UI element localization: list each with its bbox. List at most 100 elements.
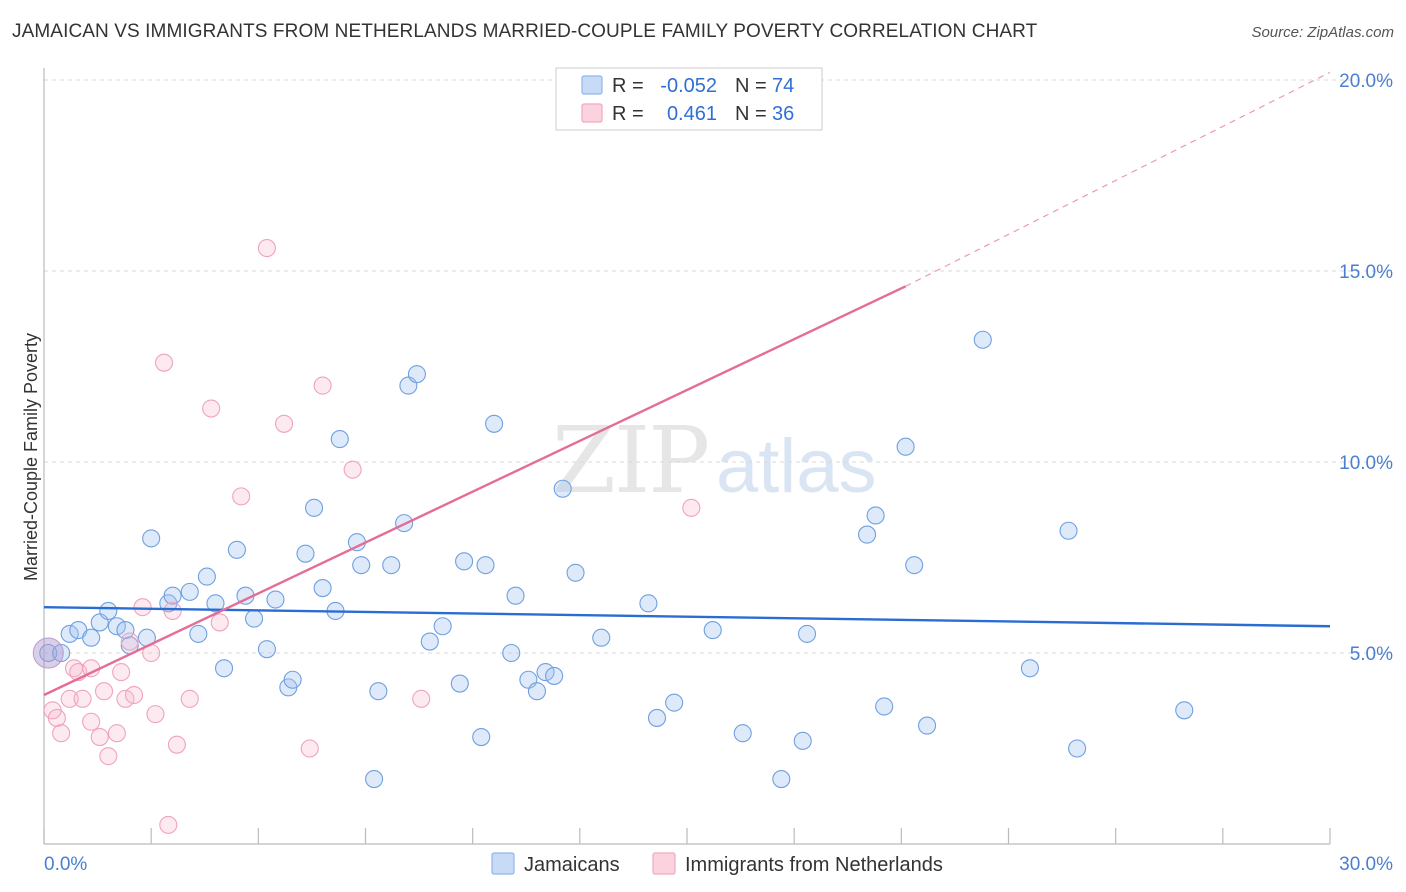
legend-swatch-jamaicans <box>581 75 603 95</box>
point-jamaicans-2 <box>60 624 79 643</box>
point-jamaicans-73 <box>1175 701 1194 720</box>
point-netherlands-10 <box>94 682 114 701</box>
point-jamaicans-41 <box>450 674 469 693</box>
point-jamaicans-57 <box>665 693 684 712</box>
point-netherlands-24 <box>180 689 199 708</box>
legend-n-label-0: N = <box>735 75 767 97</box>
point-jamaicans-14 <box>180 582 199 601</box>
point-jamaicans-49 <box>527 682 547 701</box>
source-label: Source: ZipAtlas.com <box>1251 24 1394 41</box>
chart-title: JAMAICAN VS IMMIGRANTS FROM NETHERLANDS … <box>12 21 1038 42</box>
point-netherlands-32 <box>343 460 362 479</box>
point-jamaicans-44 <box>476 556 495 575</box>
point-jamaicans-66 <box>896 437 915 456</box>
x-tick-label-0: 0.0% <box>44 854 87 875</box>
point-jamaicans-69 <box>973 330 992 349</box>
point-netherlands-28 <box>257 239 276 258</box>
legend-r-value-0: -0.052 <box>660 75 717 97</box>
point-jamaicans-32 <box>352 556 371 575</box>
point-jamaicans-6 <box>99 601 118 621</box>
legend-r-label-1: R = <box>612 103 644 125</box>
point-netherlands-31 <box>313 376 332 395</box>
point-jamaicans-45 <box>485 414 504 433</box>
point-jamaicans-30 <box>330 430 349 449</box>
point-jamaicans-40 <box>433 617 452 636</box>
point-netherlands-26 <box>210 613 229 632</box>
point-jamaicans-27 <box>305 498 324 517</box>
point-jamaicans-70 <box>1020 659 1039 678</box>
point-netherlands-21 <box>159 815 178 834</box>
y-tick-label-1: 10.0% <box>1339 453 1393 474</box>
point-jamaicans-65 <box>875 697 894 716</box>
point-jamaicans-25 <box>283 670 302 689</box>
point-jamaicans-46 <box>502 643 521 663</box>
point-jamaicans-56 <box>647 708 667 727</box>
point-jamaicans-72 <box>1068 739 1087 758</box>
point-netherlands-9 <box>90 727 109 747</box>
legend-n-label-1: N = <box>735 103 767 125</box>
x-tick-label-1: 30.0% <box>1339 854 1393 875</box>
point-cluster-overlap <box>32 637 64 669</box>
point-netherlands-19 <box>146 705 165 724</box>
x-tick-labels: 0.0% 30.0% <box>44 854 1393 875</box>
point-jamaicans-28 <box>313 579 332 598</box>
point-jamaicans-23 <box>266 590 285 609</box>
point-jamaicans-62 <box>797 624 817 643</box>
legend-label-netherlands: Immigrants from Netherlands <box>685 854 943 876</box>
point-netherlands-11 <box>99 747 118 766</box>
point-jamaicans-19 <box>227 540 246 559</box>
watermark-zip: ZIP <box>552 407 708 514</box>
legend-r-label-0: R = <box>612 75 644 97</box>
point-netherlands-34 <box>682 498 701 517</box>
point-jamaicans-16 <box>197 567 216 586</box>
correlation-legend: R = -0.052 N = 74 R = 0.461 N = 36 <box>555 67 823 131</box>
point-jamaicans-64 <box>866 506 885 525</box>
point-jamaicans-55 <box>639 594 658 613</box>
point-jamaicans-52 <box>553 479 572 498</box>
point-jamaicans-38 <box>407 365 426 384</box>
point-netherlands-6 <box>73 689 92 708</box>
legend-swatch-netherlands <box>581 103 603 123</box>
trend-line-jamaicans <box>43 605 1331 628</box>
trend-lines <box>43 71 1331 697</box>
point-jamaicans-51 <box>545 666 564 685</box>
point-jamaicans-21 <box>244 609 264 628</box>
point-jamaicans-4 <box>82 628 101 647</box>
point-netherlands-15 <box>120 632 139 651</box>
point-netherlands-12 <box>107 724 126 743</box>
series-legend: Jamaicans Immigrants from Netherlands <box>491 852 943 876</box>
point-netherlands-33 <box>412 689 431 708</box>
legend-swatch-netherlands-bottom <box>652 852 676 875</box>
point-jamaicans-60 <box>772 770 791 789</box>
point-netherlands-17 <box>133 598 152 617</box>
point-jamaicans-43 <box>472 727 491 747</box>
y-tick-label-2: 15.0% <box>1339 262 1393 283</box>
legend-label-jamaicans: Jamaicans <box>524 854 620 876</box>
watermark-atlas: atlas <box>716 424 877 509</box>
point-jamaicans-50 <box>536 663 555 682</box>
point-jamaicans-42 <box>455 552 474 571</box>
point-netherlands-1 <box>47 708 66 727</box>
point-jamaicans-11 <box>142 529 161 548</box>
legend-n-value-1: 36 <box>772 103 794 125</box>
point-jamaicans-18 <box>214 659 234 678</box>
point-netherlands-23 <box>167 735 186 754</box>
trend-line-netherlands <box>43 285 907 697</box>
point-netherlands-20 <box>154 353 174 372</box>
point-jamaicans-68 <box>918 716 937 735</box>
y-tick-labels: 5.0% 10.0% 15.0% 20.0% <box>1339 71 1393 665</box>
point-jamaicans-0 <box>39 643 58 663</box>
point-jamaicans-71 <box>1059 521 1078 540</box>
point-jamaicans-47 <box>506 586 525 605</box>
y-axis-label: Married-Couple Family Poverty <box>21 333 41 581</box>
legend-n-value-0: 74 <box>772 75 794 97</box>
series-jamaicans-points <box>39 330 1194 789</box>
y-tick-label-3: 20.0% <box>1339 71 1393 92</box>
watermark: ZIP atlas <box>552 407 877 514</box>
point-netherlands-14 <box>116 689 135 708</box>
point-jamaicans-39 <box>420 632 439 651</box>
point-jamaicans-61 <box>793 731 812 750</box>
point-jamaicans-63 <box>857 525 877 544</box>
point-netherlands-13 <box>112 663 131 682</box>
